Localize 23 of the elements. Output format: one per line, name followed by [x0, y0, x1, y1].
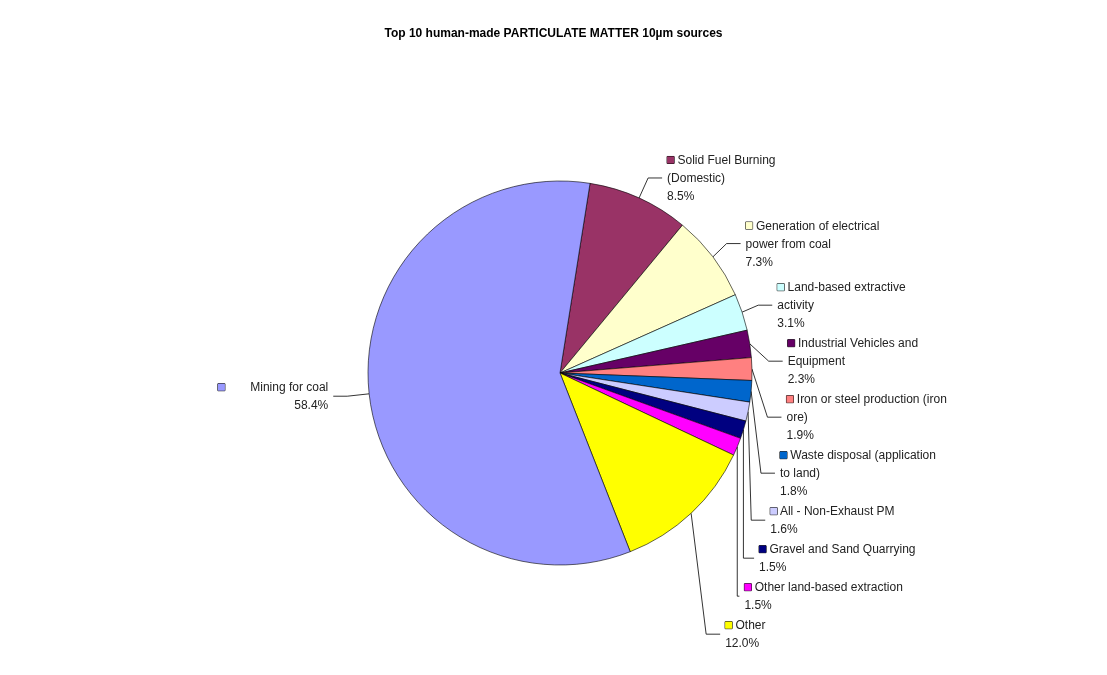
- legend-label: All - Non-Exhaust PM: [777, 504, 895, 519]
- data-label: 1.9%: [786, 428, 815, 443]
- data-label: 1.5%: [759, 560, 787, 575]
- legend-label: Land-based extractive activity: [777, 280, 909, 313]
- data-label: 58.4%: [294, 398, 329, 413]
- data-label: 3.1%: [777, 316, 805, 331]
- data-label: 7.3%: [745, 254, 774, 269]
- legend-label: Iron or steel production (iron ore): [786, 392, 951, 425]
- legend-label: Generation of electrical power from coal: [745, 218, 883, 251]
- legend-label: Mining for coal: [246, 380, 329, 395]
- data-label: 1.8%: [779, 484, 808, 499]
- chart-title: Top 10 human-made PARTICULATE MATTER 10µm sources: [384, 26, 723, 40]
- legend-label: Other land-based extraction: [751, 580, 903, 595]
- data-label: 8.5%: [667, 188, 695, 203]
- legend-label: Other: [732, 618, 766, 633]
- legend-label: Industrial Vehicles and Equipment: [787, 336, 922, 369]
- data-label: 12.0%: [725, 636, 760, 651]
- data-label: 1.6%: [770, 522, 798, 537]
- legend-label: Waste disposal (application to land): [779, 448, 940, 481]
- legend-label: Gravel and Sand Quarrying: [766, 542, 916, 557]
- data-label: 1.5%: [744, 598, 773, 613]
- data-label: 2.3%: [787, 372, 816, 387]
- legend-label: Solid Fuel Burning (Domestic): [667, 152, 779, 185]
